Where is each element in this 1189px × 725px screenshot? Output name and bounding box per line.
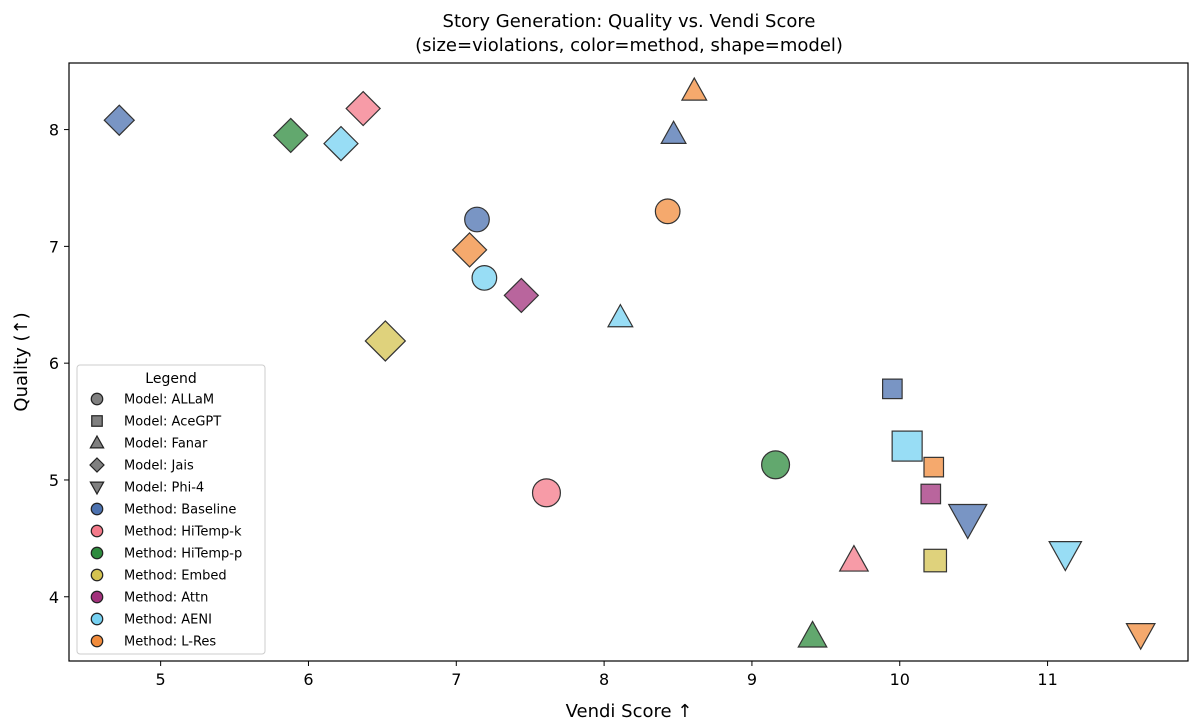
data-point [1048,541,1083,572]
legend-marker [90,590,104,604]
data-point [103,104,136,137]
data-point [606,303,634,328]
data-point [1125,623,1156,651]
data-point [660,120,687,144]
y-tick-label: 4 [49,588,59,607]
legend-items: Model: ALLaM Model: AceGPT Model: Fanar Mod… [89,392,242,650]
points-layer [103,76,1156,651]
legend-marker [89,481,105,496]
legend-label: Model: Jais [124,459,194,474]
data-point [503,277,540,314]
x-tick-label: 9 [747,670,757,689]
data-point [345,90,382,127]
legend-label: Model: Fanar [124,437,208,452]
y-axis-title: Quality (↑) [11,312,32,411]
legend-marker [90,546,104,560]
legend-box [76,364,266,655]
legend-title: Legend [145,371,196,387]
legend-label: Model: ALLaM [124,393,214,408]
legend-label: Model: AceGPT [124,415,221,430]
data-point [838,544,870,572]
x-tick-label: 7 [451,670,461,689]
legend-label: Method: Attn [124,591,208,606]
data-point [891,430,923,462]
data-point [323,125,359,162]
x-axis-title: Vendi Score ↑ [566,701,693,722]
legend-marker [89,457,105,473]
data-point [464,206,490,233]
y-tick-label: 6 [49,354,59,373]
legend-label: Method: AENI [124,613,212,628]
legend-marker [90,392,104,406]
ticks-layer: 5 6 7 8 9 10 11 4 5 6 7 8 [49,121,1058,689]
data-point [680,76,708,101]
x-tick-label: 6 [303,670,313,689]
legend: Legend Model: ALLaM Model: AceGPT Model: F… [76,364,266,655]
x-tick-label: 8 [599,670,609,689]
legend-label: Method: Baseline [124,503,236,518]
legend-marker [90,524,104,538]
legend-label: Method: HiTemp-k [124,525,242,540]
legend-label: Method: L-Res [124,635,216,650]
legend-marker [90,568,104,582]
data-point [920,483,942,505]
x-tick-label: 11 [1037,670,1057,689]
legend-marker [90,612,104,626]
legend-marker [90,634,104,648]
data-point [272,117,309,154]
legend-marker [89,434,105,449]
x-tick-label: 10 [890,670,910,689]
plot-frame [68,62,1189,662]
data-point [364,320,407,362]
legend-label: Method: HiTemp-p [124,547,242,562]
chart-subtitle: (size=violations, color=method, shape=mo… [415,35,843,56]
data-point [923,548,948,573]
data-point [923,456,945,478]
data-point [797,620,828,648]
data-point [947,503,988,540]
data-point [451,232,488,268]
x-tick-label: 5 [156,670,166,689]
data-point [761,450,791,480]
data-point [882,378,903,400]
legend-label: Method: Embed [124,569,227,584]
legend-marker [90,502,104,516]
data-point [531,478,561,508]
chart-title: Story Generation: Quality vs. Vendi Scor… [443,11,816,32]
legend-label: Model: Phi-4 [124,481,204,496]
y-tick-label: 7 [49,237,59,256]
legend-marker [91,415,103,427]
y-tick-label: 8 [49,121,59,140]
y-tick-label: 5 [49,471,59,490]
data-point [471,265,498,291]
data-point [654,198,681,225]
